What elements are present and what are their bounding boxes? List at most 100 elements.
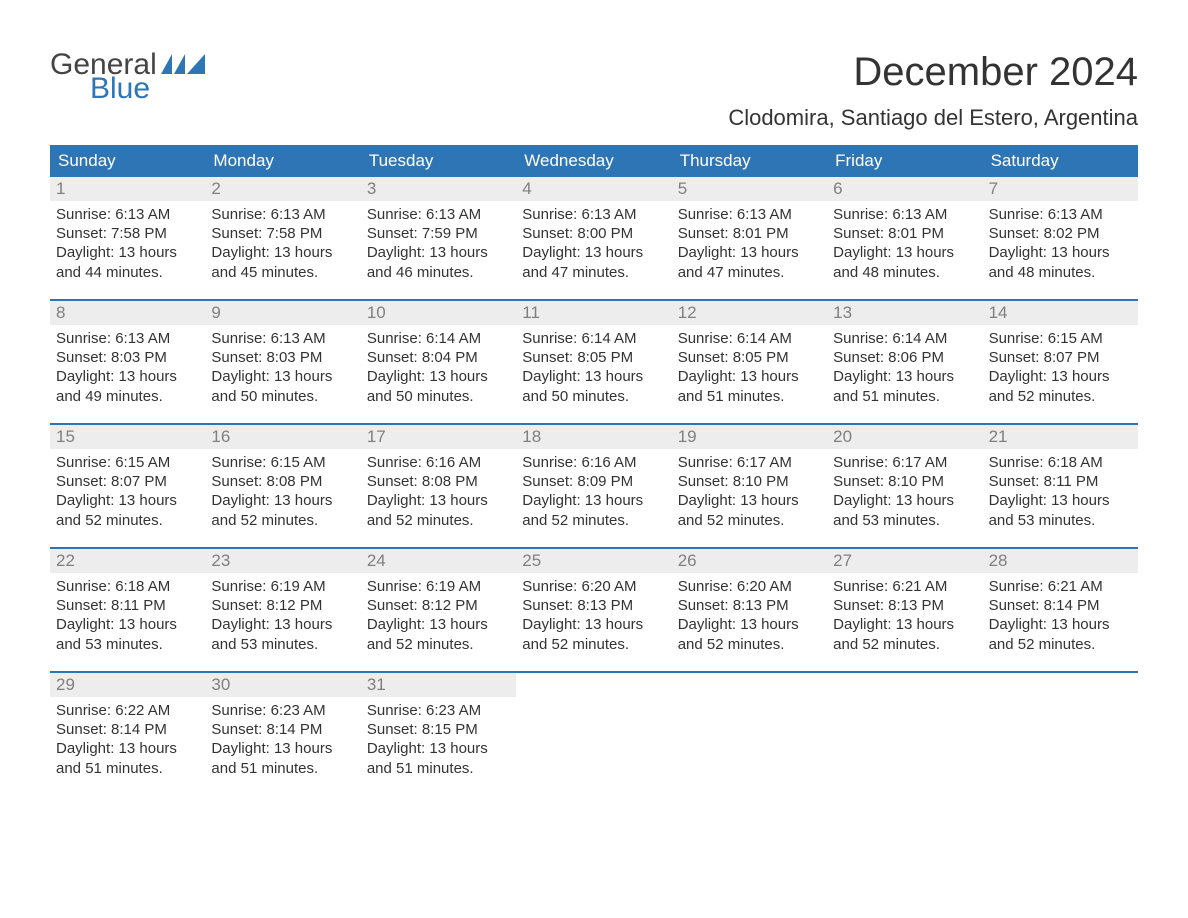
- day-details: Sunrise: 6:17 AMSunset: 8:10 PMDaylight:…: [827, 449, 982, 536]
- day-detail-line: and 52 minutes.: [211, 511, 354, 530]
- day-detail-line: Sunset: 8:04 PM: [367, 348, 510, 367]
- weekday-header: Wednesday: [516, 145, 671, 177]
- day-detail-line: Sunrise: 6:17 AM: [678, 453, 821, 472]
- day-number: 3: [361, 177, 516, 201]
- calendar-cell-blank: .....: [983, 673, 1138, 795]
- day-detail-line: Daylight: 13 hours: [989, 243, 1132, 262]
- day-detail-line: Sunrise: 6:13 AM: [833, 205, 976, 224]
- day-detail-line: and 52 minutes.: [989, 635, 1132, 654]
- day-detail-line: Sunset: 8:13 PM: [833, 596, 976, 615]
- day-number: 16: [205, 425, 360, 449]
- day-detail-line: Daylight: 13 hours: [989, 491, 1132, 510]
- day-detail-line: Sunrise: 6:13 AM: [522, 205, 665, 224]
- day-detail-line: Daylight: 13 hours: [211, 243, 354, 262]
- calendar-cell: 13Sunrise: 6:14 AMSunset: 8:06 PMDayligh…: [827, 301, 982, 423]
- day-detail-line: Daylight: 13 hours: [833, 367, 976, 386]
- day-detail-line: Daylight: 13 hours: [367, 491, 510, 510]
- day-detail-line: Sunrise: 6:15 AM: [56, 453, 199, 472]
- day-detail-line: Sunrise: 6:21 AM: [833, 577, 976, 596]
- day-detail-line: and 51 minutes.: [678, 387, 821, 406]
- day-detail-line: Sunrise: 6:13 AM: [211, 205, 354, 224]
- day-detail-line: Daylight: 13 hours: [678, 243, 821, 262]
- day-detail-line: and 49 minutes.: [56, 387, 199, 406]
- calendar: SundayMondayTuesdayWednesdayThursdayFrid…: [50, 145, 1138, 795]
- day-detail-line: Sunset: 7:58 PM: [56, 224, 199, 243]
- day-details: Sunrise: 6:20 AMSunset: 8:13 PMDaylight:…: [516, 573, 671, 660]
- day-detail-line: Sunset: 8:07 PM: [56, 472, 199, 491]
- day-details: Sunrise: 6:19 AMSunset: 8:12 PMDaylight:…: [361, 573, 516, 660]
- day-detail-line: Daylight: 13 hours: [367, 367, 510, 386]
- day-detail-line: and 50 minutes.: [367, 387, 510, 406]
- day-detail-line: Sunset: 8:06 PM: [833, 348, 976, 367]
- day-details: Sunrise: 6:14 AMSunset: 8:05 PMDaylight:…: [672, 325, 827, 412]
- day-detail-line: and 52 minutes.: [678, 635, 821, 654]
- calendar-cell: 14Sunrise: 6:15 AMSunset: 8:07 PMDayligh…: [983, 301, 1138, 423]
- day-detail-line: and 48 minutes.: [989, 263, 1132, 282]
- day-detail-line: Sunset: 8:12 PM: [211, 596, 354, 615]
- day-detail-line: Sunset: 8:15 PM: [367, 720, 510, 739]
- calendar-cell: 29Sunrise: 6:22 AMSunset: 8:14 PMDayligh…: [50, 673, 205, 795]
- weekday-header: Thursday: [672, 145, 827, 177]
- day-details: Sunrise: 6:19 AMSunset: 8:12 PMDaylight:…: [205, 573, 360, 660]
- day-number: 13: [827, 301, 982, 325]
- day-detail-line: Sunrise: 6:15 AM: [989, 329, 1132, 348]
- day-number: 5: [672, 177, 827, 201]
- day-detail-line: Daylight: 13 hours: [56, 615, 199, 634]
- day-detail-line: Sunset: 8:14 PM: [989, 596, 1132, 615]
- calendar-cell: 28Sunrise: 6:21 AMSunset: 8:14 PMDayligh…: [983, 549, 1138, 671]
- calendar-cell-blank: .....: [672, 673, 827, 795]
- day-detail-line: Sunset: 8:03 PM: [211, 348, 354, 367]
- day-detail-line: Sunrise: 6:20 AM: [522, 577, 665, 596]
- day-detail-line: Daylight: 13 hours: [522, 367, 665, 386]
- day-detail-line: Sunset: 8:11 PM: [989, 472, 1132, 491]
- day-details: Sunrise: 6:13 AMSunset: 8:00 PMDaylight:…: [516, 201, 671, 288]
- day-detail-line: and 52 minutes.: [678, 511, 821, 530]
- day-details: Sunrise: 6:13 AMSunset: 7:59 PMDaylight:…: [361, 201, 516, 288]
- day-detail-line: Daylight: 13 hours: [989, 367, 1132, 386]
- day-details: Sunrise: 6:13 AMSunset: 7:58 PMDaylight:…: [205, 201, 360, 288]
- day-detail-line: and 51 minutes.: [367, 759, 510, 778]
- calendar-cell: 15Sunrise: 6:15 AMSunset: 8:07 PMDayligh…: [50, 425, 205, 547]
- calendar-cell: 22Sunrise: 6:18 AMSunset: 8:11 PMDayligh…: [50, 549, 205, 671]
- day-details: Sunrise: 6:13 AMSunset: 7:58 PMDaylight:…: [50, 201, 205, 288]
- day-number: 22: [50, 549, 205, 573]
- calendar-cell: 18Sunrise: 6:16 AMSunset: 8:09 PMDayligh…: [516, 425, 671, 547]
- day-detail-line: Sunrise: 6:14 AM: [522, 329, 665, 348]
- day-details: Sunrise: 6:21 AMSunset: 8:14 PMDaylight:…: [983, 573, 1138, 660]
- day-number: 12: [672, 301, 827, 325]
- day-details: Sunrise: 6:14 AMSunset: 8:05 PMDaylight:…: [516, 325, 671, 412]
- day-details: Sunrise: 6:23 AMSunset: 8:14 PMDaylight:…: [205, 697, 360, 784]
- calendar-cell: 6Sunrise: 6:13 AMSunset: 8:01 PMDaylight…: [827, 177, 982, 299]
- day-detail-line: and 51 minutes.: [56, 759, 199, 778]
- day-number: 10: [361, 301, 516, 325]
- calendar-cell: 20Sunrise: 6:17 AMSunset: 8:10 PMDayligh…: [827, 425, 982, 547]
- day-detail-line: Daylight: 13 hours: [833, 615, 976, 634]
- day-detail-line: Daylight: 13 hours: [367, 739, 510, 758]
- header: General Blue December 2024 Clodomira, Sa…: [50, 50, 1138, 131]
- weekday-header-row: SundayMondayTuesdayWednesdayThursdayFrid…: [50, 145, 1138, 177]
- calendar-cell: 3Sunrise: 6:13 AMSunset: 7:59 PMDaylight…: [361, 177, 516, 299]
- day-detail-line: and 52 minutes.: [522, 511, 665, 530]
- day-detail-line: Sunset: 8:14 PM: [56, 720, 199, 739]
- page-title: December 2024: [728, 50, 1138, 95]
- day-detail-line: Daylight: 13 hours: [522, 491, 665, 510]
- day-detail-line: Sunset: 8:08 PM: [211, 472, 354, 491]
- day-details: Sunrise: 6:18 AMSunset: 8:11 PMDaylight:…: [983, 449, 1138, 536]
- day-detail-line: Sunrise: 6:13 AM: [211, 329, 354, 348]
- day-details: Sunrise: 6:16 AMSunset: 8:08 PMDaylight:…: [361, 449, 516, 536]
- calendar-cell-blank: .....: [827, 673, 982, 795]
- day-details: Sunrise: 6:13 AMSunset: 8:01 PMDaylight:…: [827, 201, 982, 288]
- day-detail-line: and 47 minutes.: [678, 263, 821, 282]
- day-detail-line: Sunrise: 6:14 AM: [678, 329, 821, 348]
- day-number: 25: [516, 549, 671, 573]
- day-detail-line: Sunrise: 6:19 AM: [367, 577, 510, 596]
- calendar-cell-blank: .....: [516, 673, 671, 795]
- calendar-cell: 11Sunrise: 6:14 AMSunset: 8:05 PMDayligh…: [516, 301, 671, 423]
- day-details: Sunrise: 6:18 AMSunset: 8:11 PMDaylight:…: [50, 573, 205, 660]
- day-detail-line: Daylight: 13 hours: [56, 739, 199, 758]
- day-detail-line: and 48 minutes.: [833, 263, 976, 282]
- calendar-cell: 4Sunrise: 6:13 AMSunset: 8:00 PMDaylight…: [516, 177, 671, 299]
- calendar-cell: 2Sunrise: 6:13 AMSunset: 7:58 PMDaylight…: [205, 177, 360, 299]
- weekday-header: Sunday: [50, 145, 205, 177]
- day-detail-line: Sunrise: 6:20 AM: [678, 577, 821, 596]
